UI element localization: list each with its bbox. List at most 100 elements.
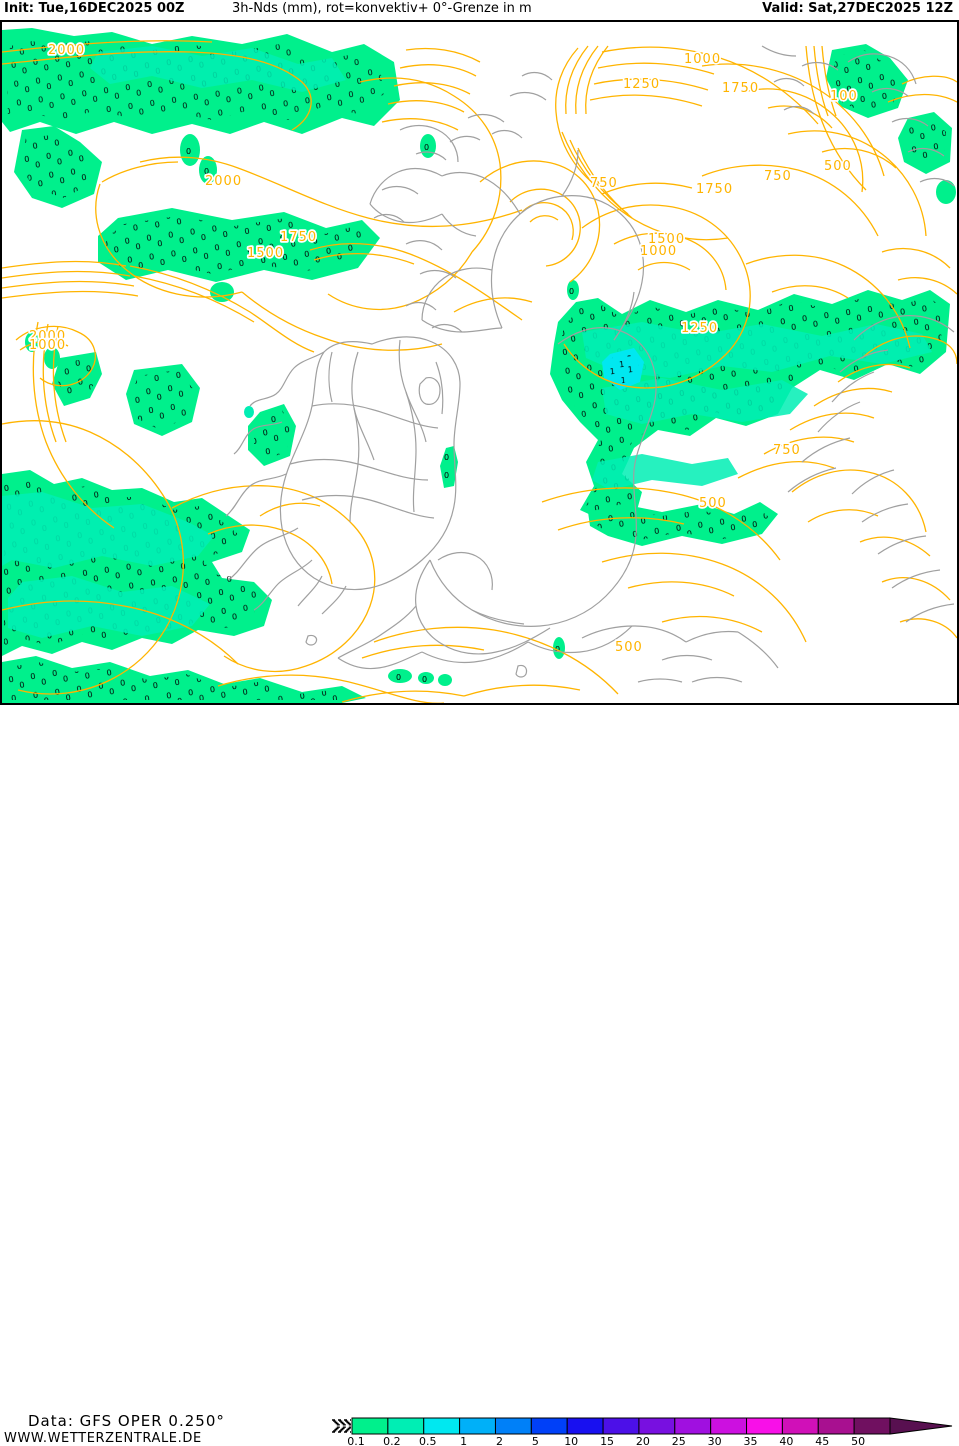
legend-color-box[interactable]	[351, 1417, 389, 1435]
contour-label-halo: 1000	[29, 338, 66, 353]
legend-color-box[interactable]	[494, 1417, 532, 1435]
zero-degree-isoline-layer	[2, 40, 957, 703]
parameter-label: 3h-Nds (mm), rot=konvektiv+ 0°-Grenze in…	[232, 1, 532, 16]
legend-color-box[interactable]	[387, 1417, 425, 1435]
legend-color-box[interactable]	[459, 1417, 496, 1435]
contour-label: 1500	[247, 246, 284, 261]
legend-color-box[interactable]	[746, 1417, 783, 1435]
contour-label: 1250	[623, 77, 660, 92]
precipitation-legend[interactable]: 0.1 0.2 0.5 1 2 5 10 15 20 25 30 35 40 45 50	[330, 1415, 959, 1446]
contour-label-halo: 1750	[696, 182, 733, 197]
valid-time-label: Valid: Sat,27DEC2025 12Z	[762, 1, 953, 16]
legend-color-box[interactable]	[638, 1417, 676, 1435]
contour-label: 500	[824, 159, 852, 174]
contour-label: 2000	[205, 174, 242, 189]
precip-area-midwest	[25, 332, 296, 466]
legend-tick-label: 40	[779, 1435, 793, 1446]
map-graphics: 0 0 1 1	[2, 22, 957, 703]
legend-tick-label: 45	[815, 1435, 829, 1446]
precip-area-southwest-approaches: 0 0 0	[2, 470, 565, 703]
contour-label: 500	[615, 640, 643, 655]
contour-label: 2000	[48, 43, 85, 58]
legend-tick-label: 10	[564, 1435, 578, 1446]
legend-tick-label: 1	[460, 1435, 467, 1446]
svg-text:0: 0	[186, 147, 191, 156]
svg-text:0: 0	[204, 167, 209, 176]
legend-underflow-arrow	[332, 1419, 351, 1433]
precip-cell-irish-sea: 0 0	[440, 446, 458, 488]
legend-tick-label: 35	[744, 1435, 758, 1446]
coastline-layer	[225, 45, 955, 683]
contour-label: 1000	[29, 338, 66, 353]
legend-color-box[interactable]	[781, 1417, 819, 1435]
legend-tick-label: 5	[532, 1435, 539, 1446]
svg-text:0: 0	[444, 453, 449, 462]
contour-label-halo: 500	[699, 496, 727, 511]
legend-color-box[interactable]	[530, 1417, 568, 1435]
legend-tick-label: 0.5	[419, 1435, 437, 1446]
legend-overflow-arrow	[889, 1417, 953, 1435]
contour-label: 2000	[29, 329, 66, 344]
legend-color-boxes[interactable]	[351, 1417, 891, 1435]
contour-label: 750	[764, 169, 792, 184]
legend-tick-label: 0.1	[347, 1435, 365, 1446]
svg-text:0: 0	[422, 675, 427, 684]
contour-label-halo: 2000	[29, 329, 66, 344]
contour-label-halo: 1000	[684, 52, 721, 67]
svg-text:0: 0	[424, 143, 429, 152]
contour-label: 1500	[648, 232, 685, 247]
legend-scale[interactable]: 0.1 0.2 0.5 1 2 5 10 15 20 25 30 35 40 45 50	[330, 1415, 959, 1446]
legend-overflow-triangle	[889, 1417, 953, 1435]
data-source-label: Data: GFS OPER 0.250°	[28, 1412, 225, 1430]
contour-label-halo: 750	[590, 176, 618, 191]
legend-color-box[interactable]	[710, 1417, 748, 1435]
contour-label-halo: 2000	[48, 43, 85, 58]
precip-area-west-cluster: 0 0	[14, 126, 380, 302]
contour-label: 1250	[681, 321, 718, 336]
legend-tick-label: 50	[851, 1435, 865, 1446]
contour-label-halo: 1500	[648, 232, 685, 247]
contour-label-halo: 500	[824, 159, 852, 174]
contour-label-halo: 500	[615, 640, 643, 655]
legend-tick-label: 20	[636, 1435, 650, 1446]
legend-tick-label: 0.2	[383, 1435, 401, 1446]
legend-tick-label: 25	[672, 1435, 686, 1446]
contour-label-halo: 750	[773, 443, 801, 458]
svg-text:0: 0	[569, 287, 574, 296]
legend-color-box[interactable]	[602, 1417, 640, 1435]
contour-label: 100	[830, 89, 858, 104]
contour-label-halo: 1750	[722, 81, 759, 96]
legend-tick-label: 30	[708, 1435, 722, 1446]
init-time-label: Init: Tue,16DEC2025 00Z	[4, 1, 185, 16]
contour-label-halo: 1500	[247, 246, 284, 261]
contour-label-halo: 2000	[205, 174, 242, 189]
legend-color-box[interactable]	[817, 1417, 855, 1435]
svg-text:0: 0	[444, 471, 449, 480]
legend-color-box[interactable]	[853, 1417, 891, 1435]
contour-label: 1750	[696, 182, 733, 197]
contour-label-halo: 750	[764, 169, 792, 184]
legend-color-box[interactable]	[423, 1417, 461, 1435]
legend-tick-labels: 0.1 0.2 0.5 1 2 5 10 15 20 25 30 35 40 45 50	[347, 1435, 865, 1446]
contour-label: 1750	[722, 81, 759, 96]
contour-label-halo: 1000	[640, 244, 677, 259]
contour-label: 750	[590, 176, 618, 191]
map-canvas[interactable]: 0 0 1 1	[0, 20, 959, 705]
contour-label: 1000	[684, 52, 721, 67]
legend-tick-label: 15	[600, 1435, 614, 1446]
contour-label-halo: 100	[830, 89, 858, 104]
website-label: WWW.WETTERZENTRALE.DE	[4, 1431, 202, 1446]
contour-label-layer: 2000200020002000175017501500150010001000…	[27, 41, 858, 656]
contour-label: 1750	[280, 230, 317, 245]
contour-label: 500	[699, 496, 727, 511]
precipitation-layer: 0 0	[2, 28, 956, 703]
map-header: Init: Tue,16DEC2025 00Z 3h-Nds (mm), rot…	[0, 0, 959, 20]
svg-text:0: 0	[396, 673, 401, 682]
contour-label-halo: 1750	[280, 230, 317, 245]
legend-color-box[interactable]	[674, 1417, 712, 1435]
legend-color-box[interactable]	[566, 1417, 604, 1435]
contour-label: 750	[773, 443, 801, 458]
precip-blobs-northeast: 0 0	[420, 44, 956, 300]
contour-label: 1000	[640, 244, 677, 259]
